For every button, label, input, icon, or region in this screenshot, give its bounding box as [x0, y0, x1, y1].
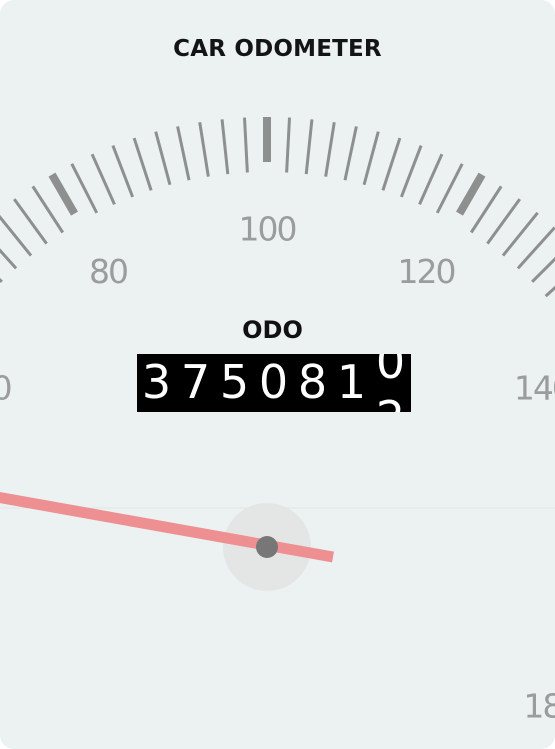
minor-tick: [544, 285, 555, 298]
minor-tick: [531, 256, 555, 283]
minor-tick: [70, 163, 99, 214]
minor-tick: [381, 137, 402, 191]
needle-hub: [256, 536, 278, 558]
odometer-digit: 3: [141, 355, 172, 409]
gauge-labels: 40608010012014016018: [0, 210, 555, 726]
speed-scale-label: 120: [398, 252, 455, 291]
minor-tick: [469, 185, 503, 234]
speed-scale-label: 100: [239, 210, 296, 249]
page-title: CAR ODOMETER: [173, 36, 382, 62]
minor-tick: [362, 131, 380, 186]
minor-tick: [486, 198, 521, 245]
minor-tick: [435, 163, 464, 214]
odometer-display: 3 7 5 0 8 1 0 2: [137, 354, 411, 412]
speed-scale-label: 60: [0, 369, 11, 408]
odometer-digit: 1: [336, 355, 367, 409]
minor-tick: [304, 119, 314, 175]
minor-tick: [13, 198, 48, 245]
odometer-digit: 8: [297, 355, 328, 409]
minor-tick: [132, 137, 153, 191]
minor-tick: [90, 153, 116, 206]
minor-tick: [154, 131, 172, 186]
minor-tick: [285, 117, 292, 173]
minor-tick: [0, 214, 33, 257]
speed-scale-label: 80: [89, 252, 127, 291]
odometer-digit: 7: [180, 355, 211, 409]
minor-tick: [418, 153, 444, 206]
gauge-ticks: [0, 117, 555, 298]
minor-tick: [220, 119, 230, 175]
major-tick: [456, 172, 486, 216]
minor-tick: [111, 145, 135, 198]
speed-scale-label: 140: [514, 369, 555, 408]
minor-tick: [176, 126, 191, 181]
minor-tick: [31, 185, 65, 234]
odometer-label: ODO: [242, 316, 303, 344]
rolling-digit-top: 0: [375, 354, 406, 389]
minor-tick: [399, 145, 423, 198]
odometer-digit: 0: [258, 355, 289, 409]
odometer-digit: 5: [219, 355, 250, 409]
minor-tick: [198, 122, 210, 177]
minor-tick: [516, 226, 555, 270]
minor-tick: [501, 211, 539, 257]
speed-scale-label: 18: [523, 687, 555, 726]
odometer-rolling-digit: 0 2: [371, 354, 410, 412]
minor-tick: [324, 122, 336, 177]
rolling-digit-bottom: 2: [371, 390, 410, 412]
minor-tick: [343, 126, 358, 181]
minor-tick: [0, 248, 18, 270]
minor-tick: [242, 117, 249, 173]
major-tick: [48, 172, 78, 216]
